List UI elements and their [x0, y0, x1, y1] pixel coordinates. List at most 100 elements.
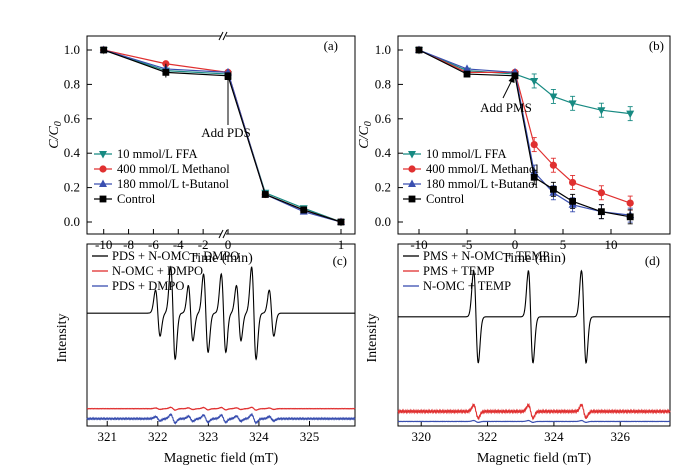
- spectrum-line: [86, 406, 356, 411]
- legend-label: PDS + DMPO: [112, 279, 184, 293]
- data-point-a: [261, 191, 269, 198]
- data-point-a: [300, 206, 308, 214]
- x-tick-label: 325: [300, 429, 320, 444]
- axis-break-mark: [218, 31, 224, 41]
- x-tick-label: 322: [478, 429, 498, 444]
- legend-marker-a: [99, 179, 107, 187]
- spectrum-line: [86, 412, 356, 425]
- y-tick-label-b: 1.0: [375, 42, 391, 57]
- plot-frame-b: [397, 35, 671, 235]
- panel-a: (a) Time (min) C/C0 0.00.20.40.60.81.0-1…: [47, 31, 356, 266]
- data-point-b: [569, 197, 576, 205]
- data-point-b: [626, 213, 634, 221]
- data-point-b: [415, 46, 423, 54]
- panel-d: (d) Magnetic field (mT) Intensity 320 322…: [365, 243, 671, 466]
- data-point-b: [626, 199, 634, 207]
- spectrum-line: [397, 402, 671, 421]
- y-tick-label-b: 0.8: [375, 76, 391, 91]
- legend-label: N-OMC + DMPO: [112, 264, 203, 278]
- panel-label-a: (a): [324, 38, 338, 53]
- data-point-a: [100, 46, 108, 54]
- legend-label-b: Control: [426, 192, 465, 206]
- y-axis-label-a: C/C0: [47, 121, 64, 149]
- x-tick-label: 320: [411, 429, 431, 444]
- legend-label: N-OMC + TEMP: [423, 279, 511, 293]
- annotation-arrowhead-a: [224, 72, 232, 80]
- legend-label: PDS + N-OMC + DMPO: [112, 249, 239, 263]
- y-tick-label-a: 0.4: [64, 145, 81, 160]
- data-point-b: [511, 72, 519, 80]
- legend-label: PMS + N-OMC + TEMP: [423, 249, 549, 263]
- annotation-arrow-b: [502, 79, 513, 99]
- series-line-b: [418, 49, 631, 204]
- panel-b: (b) Time (min) C/C0 0.00.20.40.60.81.0-1…: [357, 35, 671, 266]
- x-tick-label: 326: [610, 429, 630, 444]
- y-axis-label-c: Intensity: [55, 314, 70, 363]
- legend-marker-a: [99, 195, 107, 203]
- series-line-b: [418, 49, 631, 218]
- panel-c: (c) Magnetic field (mT) Intensity 321 322…: [55, 243, 356, 466]
- y-tick-label-b: 0.2: [375, 180, 391, 195]
- legend-label-b: 10 mmol/L FFA: [426, 147, 507, 161]
- data-point-b: [568, 100, 577, 108]
- spectrum-line: [398, 269, 670, 365]
- data-point-b: [626, 110, 635, 119]
- x-axis-label-a: Time (min): [189, 251, 253, 266]
- data-point-b: [569, 178, 577, 187]
- data-point-b: [530, 173, 538, 181]
- x-tick-label: 321: [97, 429, 117, 444]
- x-axis-label-d: Magnetic field (mT): [477, 451, 592, 466]
- data-point-a: [337, 218, 345, 226]
- y-axis-label-b: C/C0: [357, 121, 374, 149]
- series-line-a: [103, 49, 342, 223]
- axis-break-gap: [221, 32, 226, 40]
- legend-marker-b: [408, 151, 416, 159]
- series-line-b: [418, 49, 631, 115]
- legend-label-a: 180 mmol/L t-Butanol: [117, 177, 230, 191]
- data-point-b: [597, 107, 606, 115]
- legend-marker-a: [99, 151, 107, 159]
- panel-label-b: (b): [649, 38, 664, 53]
- y-tick-label-a: 1.0: [64, 42, 80, 57]
- plot-frame-c: [86, 243, 356, 427]
- legend-label-a: 400 mmol/L Methanol: [117, 162, 230, 176]
- x-tick-label: 324: [249, 429, 269, 444]
- legend-marker-b: [408, 195, 416, 203]
- x-tick-label: 323: [199, 429, 219, 444]
- y-tick-label-b: 0.6: [375, 111, 392, 126]
- x-axis-label-b: Time (min): [502, 251, 566, 266]
- legend-marker-a: [99, 165, 107, 173]
- data-point-b: [549, 93, 558, 101]
- legend-marker-b: [408, 165, 416, 173]
- spectrum-line: [87, 265, 355, 361]
- data-point-b: [530, 141, 538, 149]
- data-point-b: [597, 189, 606, 197]
- plot-frame-d: [397, 243, 671, 427]
- legend-label: PMS + TEMP: [423, 264, 494, 278]
- data-point-b: [530, 77, 539, 86]
- y-tick-label-a: 0.8: [64, 76, 80, 91]
- y-tick-label-b: 0.0: [375, 214, 391, 229]
- legend-label-a: Control: [117, 192, 156, 206]
- spectrum-line: [397, 419, 671, 424]
- x-tick-label: 322: [148, 429, 168, 444]
- y-tick-label-b: 0.4: [375, 145, 392, 160]
- annotation-add-pms: Add PMS: [480, 100, 532, 115]
- axis-break-mark: [222, 31, 228, 41]
- legend-label-a: 10 mmol/L FFA: [117, 147, 198, 161]
- y-axis-label-d: Intensity: [365, 314, 380, 363]
- y-tick-label-a: 0.2: [64, 180, 80, 195]
- panel-label-c: (c): [333, 253, 347, 268]
- y-tick-label-a: 0.6: [64, 111, 81, 126]
- legend-label-b: 180 mmol/L t-Butanol: [426, 177, 539, 191]
- axis-break-mark: [222, 229, 228, 239]
- y-tick-label-a: 0.0: [64, 214, 80, 229]
- data-point-b: [550, 185, 557, 193]
- legend-marker-b: [408, 179, 416, 187]
- annotation-arrowhead-b: [508, 74, 515, 83]
